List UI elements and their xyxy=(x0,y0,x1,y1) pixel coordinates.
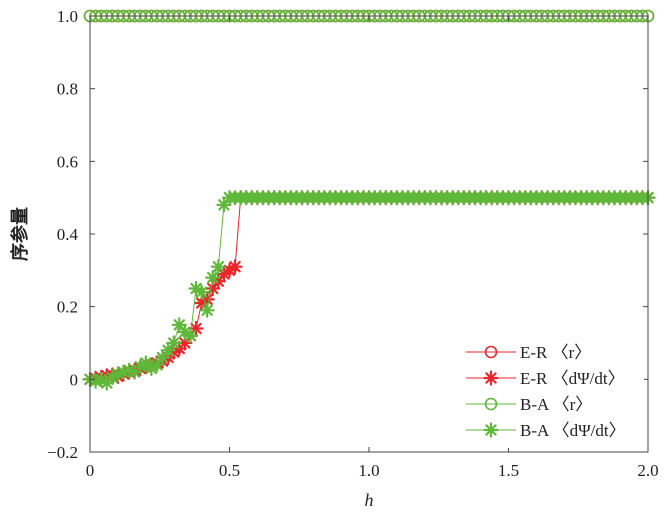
legend-label: E-R 〈dΨ/dt〉 xyxy=(520,369,625,388)
data-point xyxy=(205,280,221,297)
y-tick-label: 1.0 xyxy=(57,7,78,26)
legend-label: B-A 〈r〉 xyxy=(520,395,592,414)
legend-item: E-R 〈r〉 xyxy=(466,343,591,362)
legend-item: E-R 〈dΨ/dt〉 xyxy=(466,369,625,388)
data-point xyxy=(171,317,187,333)
legend: E-R 〈r〉 E-R 〈dΨ/dt〉 B-A 〈r〉 B-A 〈dΨ/dt〉 xyxy=(460,336,644,448)
data-point xyxy=(160,342,176,358)
data-point xyxy=(205,270,221,286)
y-tick-label: −0.2 xyxy=(47,443,78,462)
y-tick-label: 0 xyxy=(70,370,79,389)
x-tick-label: 0 xyxy=(86,461,95,480)
y-tick-label: 0.8 xyxy=(57,80,78,99)
data-point xyxy=(210,259,226,275)
data-point xyxy=(143,360,159,377)
data-point xyxy=(182,328,199,344)
x-tick-label: 0.5 xyxy=(219,461,240,480)
legend-item: B-A 〈dΨ/dt〉 xyxy=(466,421,626,440)
data-point xyxy=(149,357,165,373)
data-point xyxy=(188,320,204,337)
x-axis-title: h xyxy=(365,490,374,510)
x-tick-label: 2.0 xyxy=(637,461,658,480)
legend-marker xyxy=(484,345,498,359)
data-point xyxy=(194,284,210,300)
legend-marker xyxy=(483,370,499,386)
y-tick-label: 0.2 xyxy=(57,298,78,317)
plot-layer xyxy=(82,9,656,391)
data-point xyxy=(199,302,215,318)
x-tick-label: 1.5 xyxy=(498,461,519,480)
legend-marker xyxy=(484,397,498,411)
y-tick-label: 0.4 xyxy=(57,225,79,244)
x-tick-label: 1.0 xyxy=(358,461,379,480)
legend-label: B-A 〈dΨ/dt〉 xyxy=(520,421,626,440)
data-point xyxy=(227,259,243,275)
legend-item: B-A 〈r〉 xyxy=(466,395,592,414)
data-point xyxy=(166,335,182,351)
data-point xyxy=(154,349,171,366)
y-axis-title: 序参量 xyxy=(9,207,31,261)
ticks-layer: 0 0.5 1.0 1.5 2.0 −0.2 0 0.2 0.4 0.6 0.8 1.0 xyxy=(47,7,658,480)
data-point xyxy=(216,197,232,213)
legend-label: E-R 〈r〉 xyxy=(520,343,591,362)
legend-marker xyxy=(483,422,499,438)
series-3 xyxy=(82,190,656,391)
y-tick-label: 0.6 xyxy=(57,152,78,171)
